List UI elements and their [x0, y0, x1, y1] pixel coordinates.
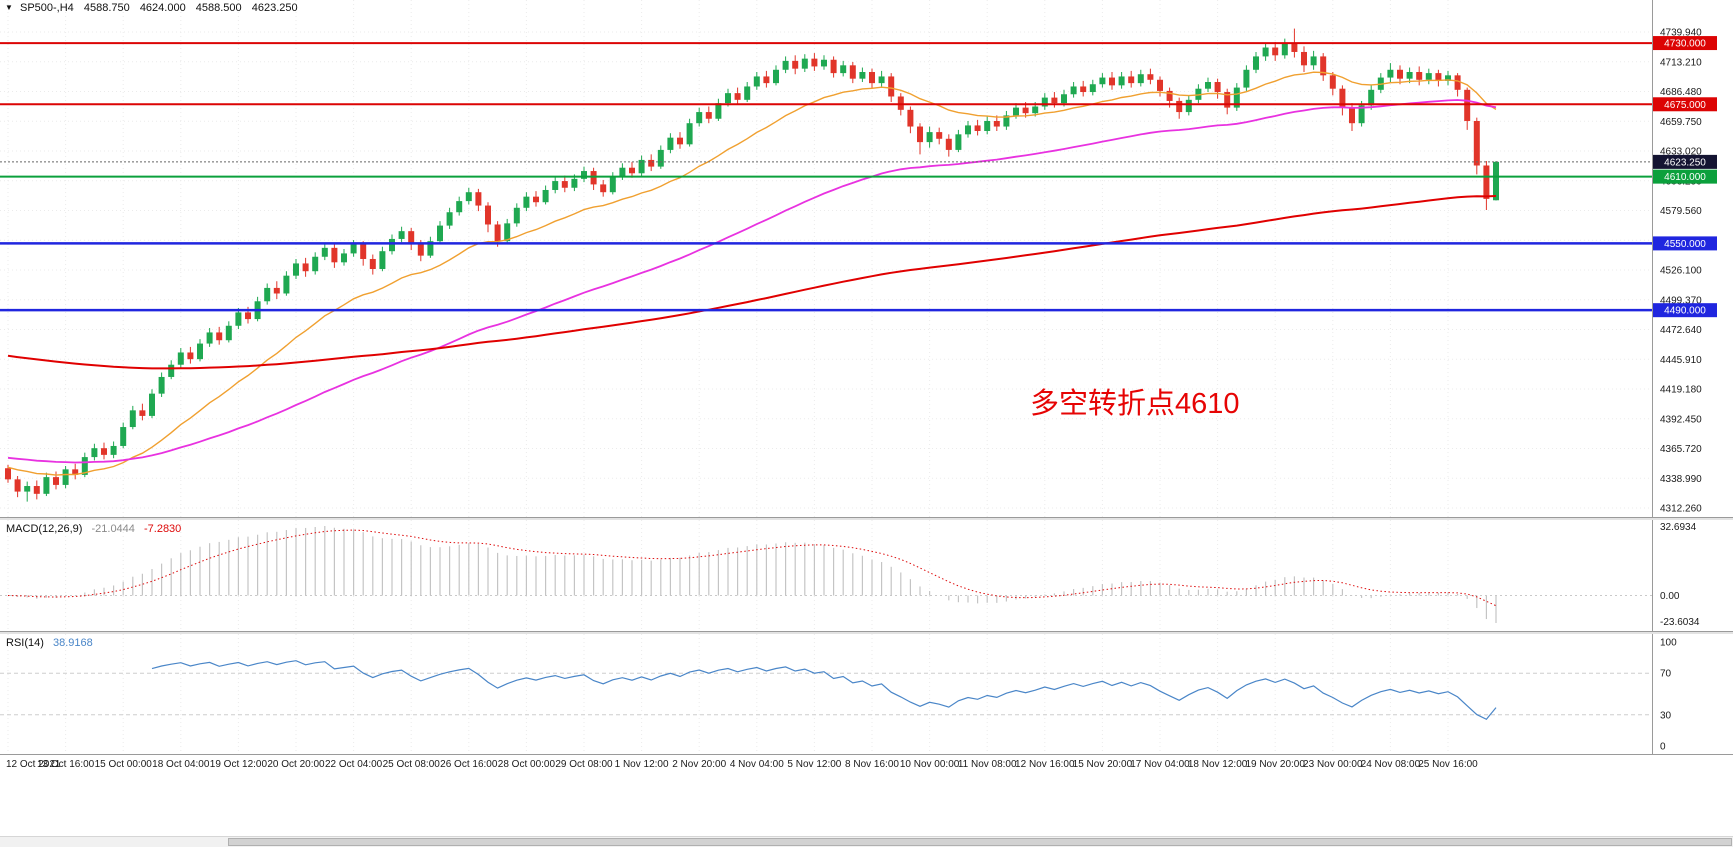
- svg-text:12 Oct 2021: 12 Oct 2021: [6, 759, 61, 770]
- svg-text:4499.370: 4499.370: [1660, 295, 1702, 306]
- svg-text:4623.250: 4623.250: [1664, 157, 1706, 168]
- svg-text:70: 70: [1660, 669, 1672, 680]
- h-scrollbar-thumb[interactable]: [228, 838, 1732, 846]
- svg-text:29 Oct 08:00: 29 Oct 08:00: [555, 759, 613, 770]
- macd-indicator-label: MACD(12,26,9) -21.0444 -7.2830: [6, 523, 187, 535]
- ohlc-high: 4624.000: [139, 2, 186, 14]
- svg-text:32.6934: 32.6934: [1660, 522, 1697, 533]
- macd-signal-line: [7, 529, 1497, 607]
- svg-text:4338.990: 4338.990: [1660, 474, 1702, 485]
- svg-text:4526.100: 4526.100: [1660, 266, 1702, 277]
- price-badge: 4730.000: [1653, 36, 1717, 51]
- chart-ohlc-header: ▼ SP500-,H4 4588.750 4624.000 4588.500 4…: [5, 2, 305, 14]
- price-badge: 4623.250: [1653, 154, 1717, 169]
- ma-medium-line: [7, 99, 1497, 464]
- ohlc-low: 4588.500: [195, 2, 242, 14]
- price-badge: 4610.000: [1653, 169, 1717, 184]
- svg-text:-23.6034: -23.6034: [1660, 617, 1700, 628]
- price-badge: 4675.000: [1653, 97, 1717, 112]
- annotation-text: 多空转折点4610: [1030, 388, 1240, 420]
- svg-text:19 Oct 12:00: 19 Oct 12:00: [210, 759, 268, 770]
- svg-text:4659.750: 4659.750: [1660, 117, 1702, 128]
- svg-text:20 Oct 20:00: 20 Oct 20:00: [267, 759, 325, 770]
- symbol-dropdown-icon[interactable]: ▼: [5, 3, 13, 12]
- svg-text:4713.210: 4713.210: [1660, 57, 1702, 68]
- svg-text:4739.940: 4739.940: [1660, 28, 1702, 39]
- svg-text:8 Nov 16:00: 8 Nov 16:00: [845, 759, 899, 770]
- svg-text:30: 30: [1660, 710, 1672, 721]
- grid: [0, 0, 1652, 517]
- time-axis[interactable]: 12 Oct 2021 13 Oct 16:00 15 Oct 00:00 18 Oc…: [0, 754, 1733, 772]
- h-scrollbar[interactable]: [0, 836, 1733, 847]
- svg-text:25 Oct 08:00: 25 Oct 08:00: [383, 759, 441, 770]
- svg-text:12 Nov 16:00: 12 Nov 16:00: [1015, 759, 1075, 770]
- svg-text:23 Nov 00:00: 23 Nov 00:00: [1303, 759, 1363, 770]
- svg-text:4472.640: 4472.640: [1660, 325, 1702, 336]
- rsi-panel[interactable]: 100 70 30 0: [0, 634, 1733, 754]
- svg-text:4730.000: 4730.000: [1664, 39, 1706, 50]
- macd-name: MACD(12,26,9): [6, 523, 83, 535]
- svg-text:22 Oct 04:00: 22 Oct 04:00: [325, 759, 383, 770]
- svg-text:24 Nov 08:00: 24 Nov 08:00: [1361, 759, 1421, 770]
- ma-slow-line: [7, 195, 1497, 370]
- svg-text:18 Oct 04:00: 18 Oct 04:00: [152, 759, 210, 770]
- svg-text:0: 0: [1660, 742, 1666, 753]
- macd-histogram: [17, 526, 1497, 623]
- main-chart-panel[interactable]: 4739.940 4713.210 4686.480 4659.750 4633.020…: [0, 0, 1733, 517]
- svg-text:4445.910: 4445.910: [1660, 355, 1702, 366]
- svg-text:4579.560: 4579.560: [1660, 206, 1702, 217]
- ma-fast-line: [7, 71, 1497, 476]
- svg-text:4312.260: 4312.260: [1660, 504, 1702, 515]
- svg-text:15 Oct 00:00: 15 Oct 00:00: [95, 759, 153, 770]
- rsi-line: [151, 660, 1497, 721]
- rsi-scale-ticks: 100 70 30 0: [1660, 638, 1677, 753]
- ohlc-open: 4588.750: [83, 2, 130, 14]
- macd-value-main: -21.0444: [91, 523, 135, 535]
- svg-text:2 Nov 20:00: 2 Nov 20:00: [672, 759, 726, 770]
- candles[interactable]: [5, 28, 1499, 502]
- macd-panel[interactable]: 32.6934 0.00 -23.6034: [0, 520, 1733, 631]
- price-badge: 4490.000: [1653, 303, 1717, 318]
- svg-text:4490.000: 4490.000: [1664, 306, 1706, 317]
- svg-text:5 Nov 12:00: 5 Nov 12:00: [787, 759, 841, 770]
- main-price-chart[interactable]: 4739.940 4713.210 4686.480 4659.750 4633.020…: [0, 0, 1733, 517]
- macd-scale-ticks: 32.6934 0.00 -23.6034: [1660, 522, 1700, 628]
- svg-text:4392.450: 4392.450: [1660, 414, 1702, 425]
- panel-separator-rsi[interactable]: [0, 631, 1733, 634]
- svg-text:15 Nov 20:00: 15 Nov 20:00: [1073, 759, 1133, 770]
- svg-text:4633.020: 4633.020: [1660, 147, 1702, 158]
- svg-text:4610.000: 4610.000: [1664, 172, 1706, 183]
- rsi-chart[interactable]: 100 70 30 0: [0, 634, 1733, 754]
- macd-value-signal: -7.2830: [143, 523, 182, 535]
- svg-text:4419.180: 4419.180: [1660, 385, 1702, 396]
- svg-text:4365.720: 4365.720: [1660, 444, 1702, 455]
- svg-text:13 Oct 16:00: 13 Oct 16:00: [37, 759, 95, 770]
- rsi-value: 38.9168: [52, 637, 93, 649]
- rsi-name: RSI(14): [6, 637, 44, 649]
- svg-text:25 Nov 16:00: 25 Nov 16:00: [1418, 759, 1478, 770]
- svg-text:4675.000: 4675.000: [1664, 100, 1706, 111]
- svg-text:19 Nov 20:00: 19 Nov 20:00: [1245, 759, 1305, 770]
- svg-text:18 Nov 12:00: 18 Nov 12:00: [1188, 759, 1248, 770]
- svg-text:100: 100: [1660, 638, 1677, 649]
- rsi-indicator-label: RSI(14) 38.9168: [6, 637, 99, 649]
- svg-text:1 Nov 12:00: 1 Nov 12:00: [615, 759, 669, 770]
- svg-text:17 Nov 04:00: 17 Nov 04:00: [1130, 759, 1190, 770]
- svg-text:28 Oct 00:00: 28 Oct 00:00: [498, 759, 556, 770]
- svg-text:4686.480: 4686.480: [1660, 87, 1702, 98]
- macd-chart[interactable]: 32.6934 0.00 -23.6034: [0, 520, 1733, 631]
- svg-text:26 Oct 16:00: 26 Oct 16:00: [440, 759, 498, 770]
- symbol-period-label: SP500-,H4: [19, 2, 74, 14]
- svg-text:11 Nov 08:00: 11 Nov 08:00: [958, 759, 1017, 770]
- svg-text:0.00: 0.00: [1660, 591, 1680, 602]
- svg-text:4550.000: 4550.000: [1664, 239, 1706, 250]
- panel-separator-macd[interactable]: [0, 517, 1733, 520]
- ohlc-close: 4623.250: [251, 2, 298, 14]
- price-badge: 4550.000: [1653, 236, 1717, 251]
- svg-text:4 Nov 04:00: 4 Nov 04:00: [730, 759, 784, 770]
- svg-text:10 Nov 00:00: 10 Nov 00:00: [900, 759, 960, 770]
